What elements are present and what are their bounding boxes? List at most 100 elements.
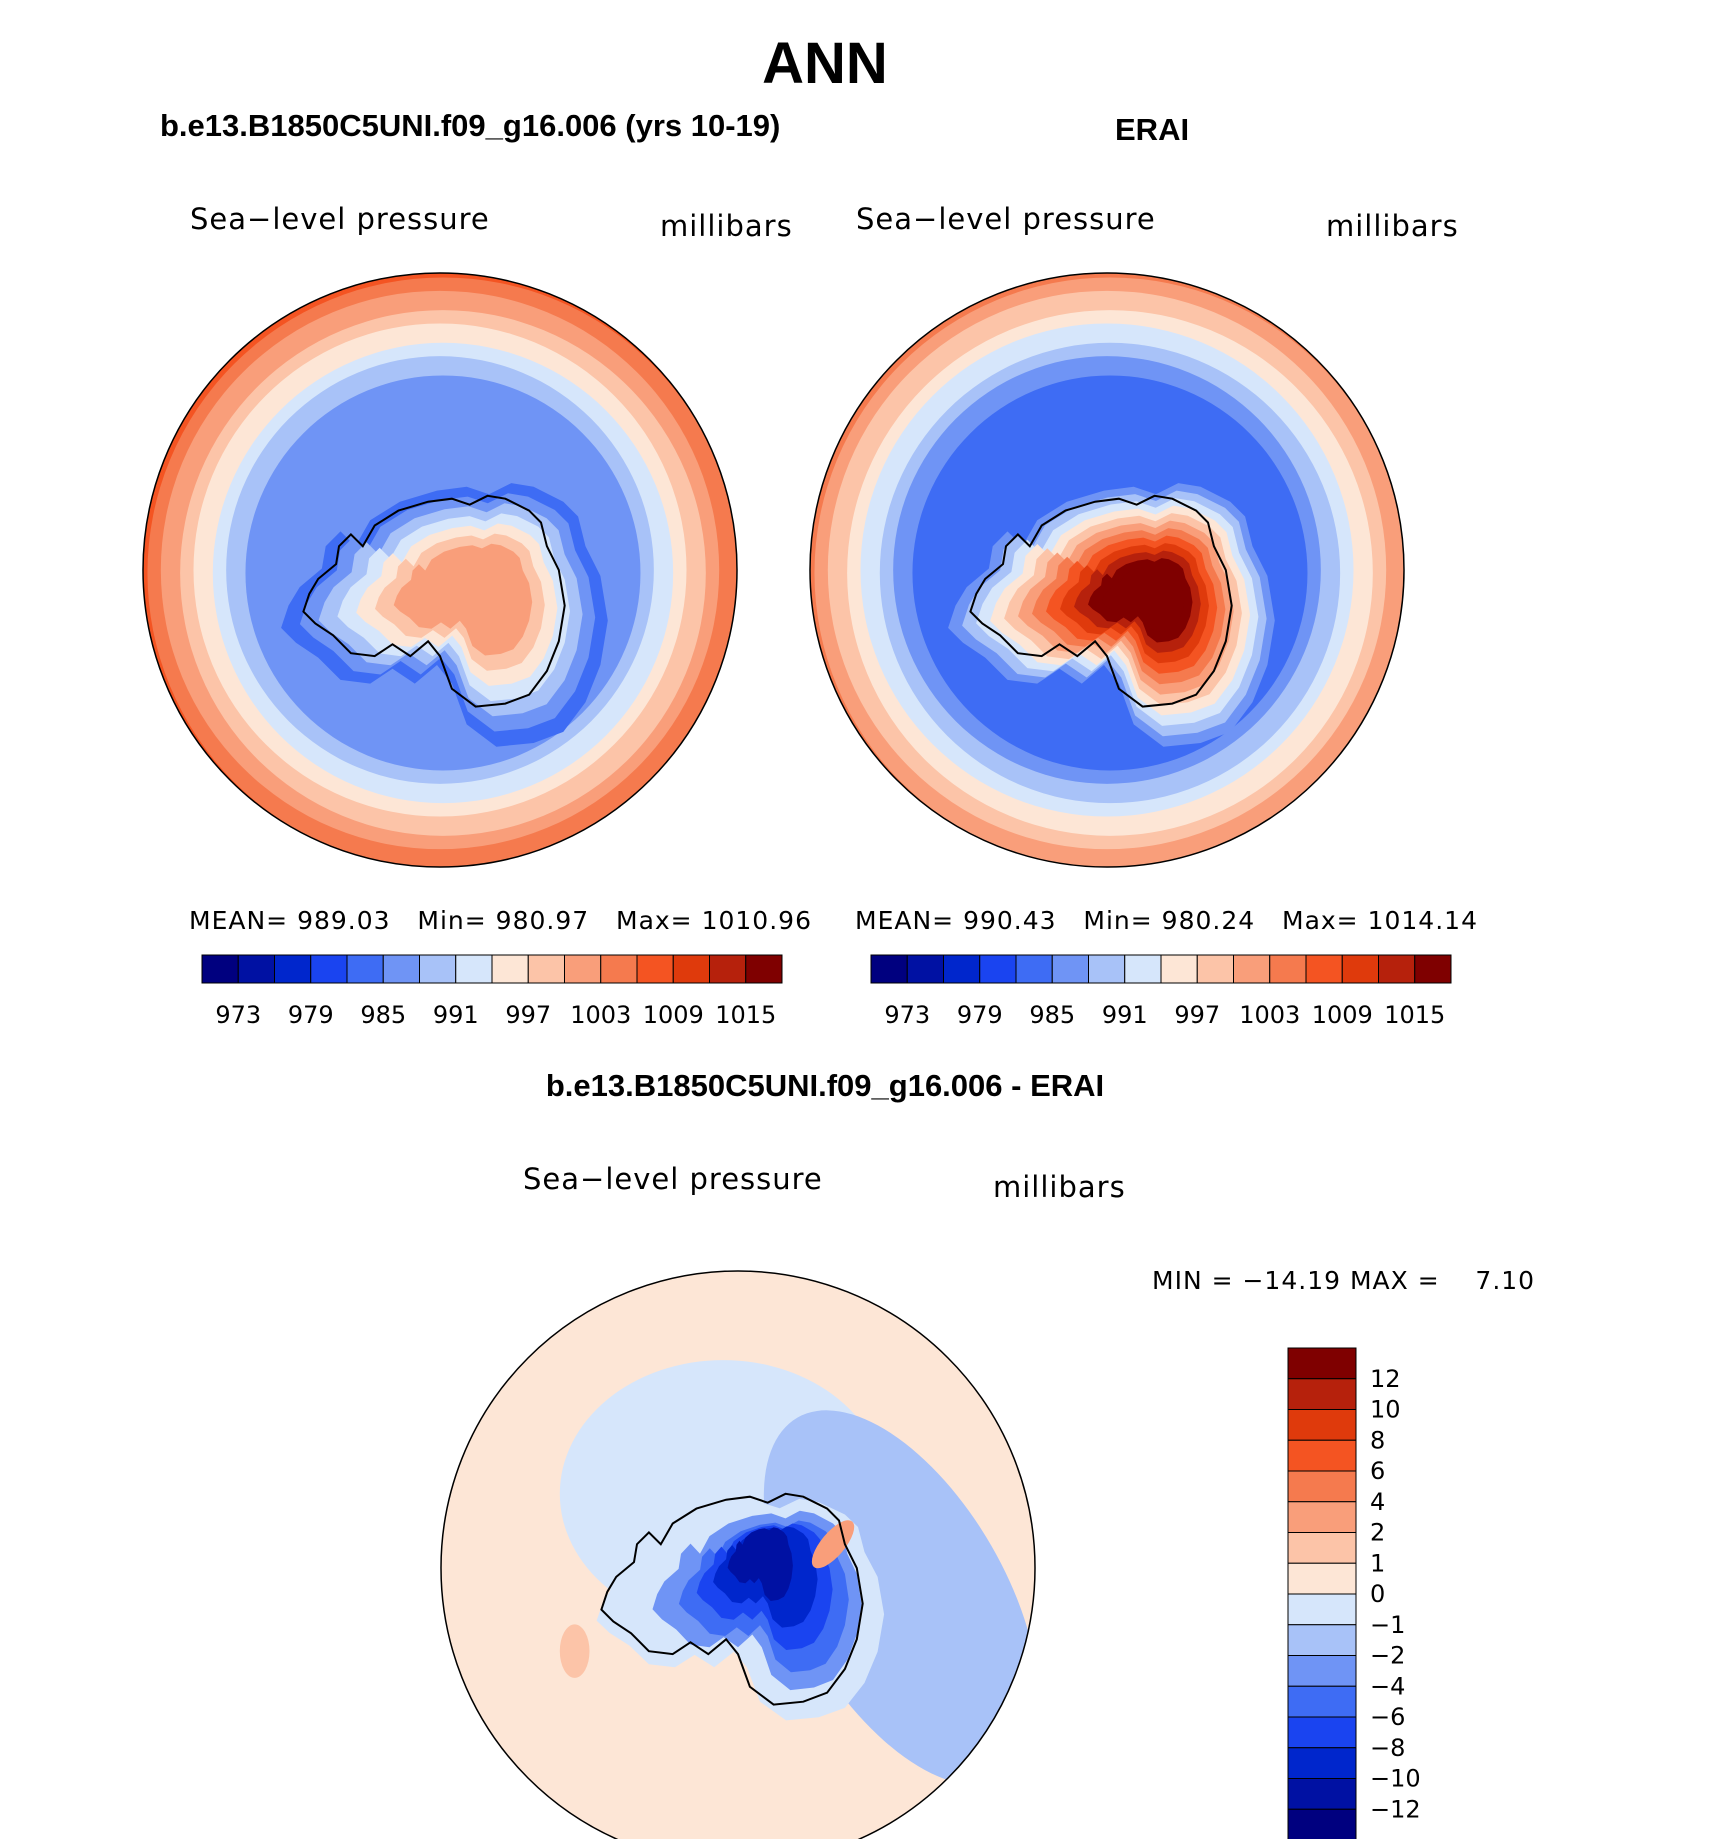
model-colorbar-cell bbox=[201, 954, 239, 984]
diff-colorbar-cell bbox=[1287, 1624, 1357, 1656]
model-max-label: Max= bbox=[616, 906, 693, 935]
diff-colorbar-tick: 4 bbox=[1370, 1488, 1385, 1516]
obs-map bbox=[809, 272, 1405, 868]
obs-colorbar-cell bbox=[1124, 954, 1162, 984]
model-coastline bbox=[302, 494, 566, 708]
obs-units-label: millibars bbox=[1326, 209, 1459, 243]
model-colorbar-cell bbox=[636, 954, 674, 984]
diff-colorbar-cell bbox=[1287, 1778, 1357, 1810]
diff-colorbar-tick: 8 bbox=[1370, 1426, 1385, 1454]
diff-colorbar-tick: −4 bbox=[1370, 1672, 1405, 1700]
obs-colorbar-cell bbox=[1051, 954, 1089, 984]
diff-colorbar-tick: −6 bbox=[1370, 1703, 1405, 1731]
diff-colorbar-cell bbox=[1287, 1593, 1357, 1626]
obs-colorbar-tick-1009: 1009 bbox=[1312, 1001, 1373, 1029]
diff-colorbar-cell bbox=[1287, 1655, 1357, 1687]
obs-colorbar-cell bbox=[1196, 954, 1234, 984]
model-mean-label: MEAN= bbox=[189, 906, 289, 935]
diff-colorbar-cell bbox=[1287, 1501, 1357, 1533]
diff-colorbar-cell bbox=[1287, 1532, 1357, 1564]
diff-units-label: millibars bbox=[993, 1170, 1126, 1204]
diff-colorbar-tick: −10 bbox=[1370, 1765, 1421, 1793]
diff-colorbar-cell bbox=[1287, 1347, 1357, 1380]
model-colorbar-cell bbox=[491, 954, 529, 984]
model-colorbar-cell bbox=[600, 954, 638, 984]
model-map-border bbox=[142, 272, 738, 868]
diff-colorbar-cell bbox=[1287, 1562, 1357, 1595]
diff-colorbar-cell bbox=[1287, 1409, 1357, 1441]
obs-colorbar-cell bbox=[1378, 954, 1416, 984]
diff-colorbar-cell bbox=[1287, 1808, 1357, 1839]
obs-stats: MEAN= 990.43 Min= 980.24 Max= 1014.14 bbox=[855, 906, 1478, 935]
diff-variable-label: Sea−level pressure bbox=[523, 1162, 823, 1196]
model-map bbox=[142, 272, 738, 868]
diff-panel-title: b.e13.B1850C5UNI.f09_g16.006 - ERAI bbox=[545, 1068, 1105, 1103]
model-variable-label: Sea−level pressure bbox=[190, 202, 490, 236]
obs-colorbar: 973 979 985 991 997 1003 1009 1015 bbox=[870, 954, 1452, 1029]
diff-contour-d9 bbox=[559, 1624, 590, 1678]
obs-max-value: 1014.14 bbox=[1367, 906, 1478, 935]
obs-colorbar-cell bbox=[870, 954, 908, 984]
model-colorbar-cell bbox=[419, 954, 457, 984]
obs-colorbar-cell bbox=[1233, 954, 1271, 984]
diff-colorbar-tick: −12 bbox=[1370, 1795, 1421, 1823]
diff-colorbar-tick: −2 bbox=[1370, 1642, 1405, 1670]
model-colorbar-cell bbox=[346, 954, 384, 984]
model-colorbar-cell bbox=[672, 954, 710, 984]
obs-colorbar-cell bbox=[1414, 954, 1452, 984]
obs-colorbar-tick-991: 991 bbox=[1102, 1001, 1148, 1029]
obs-colorbar-cell bbox=[906, 954, 944, 984]
diff-colorbar-tick: −1 bbox=[1370, 1611, 1405, 1639]
obs-colorbar-cell bbox=[1160, 954, 1198, 984]
obs-variable-label: Sea−level pressure bbox=[856, 202, 1156, 236]
obs-mean-value: 990.43 bbox=[963, 906, 1057, 935]
diff-colorbar-tick: 10 bbox=[1370, 1396, 1401, 1424]
model-panel-title: b.e13.B1850C5UNI.f09_g16.006 (yrs 10-19) bbox=[160, 108, 781, 143]
model-colorbar-cell bbox=[274, 954, 312, 984]
obs-colorbar-tick-1015: 1015 bbox=[1384, 1001, 1445, 1029]
diff-colorbar-tick: 6 bbox=[1370, 1457, 1385, 1485]
diff-minmax: MIN = −14.19 MAX = 7.10 bbox=[1152, 1266, 1536, 1295]
obs-colorbar-tick-973: 973 bbox=[884, 1001, 930, 1029]
diff-contour-d2 bbox=[763, 1410, 1035, 1786]
obs-colorbar-cell bbox=[1305, 954, 1343, 984]
diff-map-border bbox=[440, 1270, 1036, 1839]
model-colorbar-tick-973: 973 bbox=[215, 1001, 261, 1029]
obs-panel-title: ERAI bbox=[1115, 112, 1190, 147]
obs-colorbar-cell bbox=[1269, 954, 1307, 984]
model-colorbar-cell bbox=[745, 954, 783, 984]
obs-colorbar-tick-985: 985 bbox=[1029, 1001, 1075, 1029]
diff-colorbar-cell bbox=[1287, 1470, 1357, 1503]
diff-colorbar-cell bbox=[1287, 1716, 1357, 1749]
diff-contour-d8 bbox=[727, 1527, 793, 1601]
obs-colorbar-tick-1003: 1003 bbox=[1239, 1001, 1300, 1029]
model-units-label: millibars bbox=[660, 209, 793, 243]
model-colorbar-cell bbox=[527, 954, 565, 984]
model-colorbar-tick-979: 979 bbox=[288, 1001, 334, 1029]
model-colorbar-cell bbox=[564, 954, 602, 984]
obs-contour-b19 bbox=[1102, 565, 1185, 632]
diff-contour-d10 bbox=[811, 1520, 855, 1569]
model-colorbar-cell bbox=[709, 954, 747, 984]
model-colorbar-tick-1009: 1009 bbox=[643, 1001, 704, 1029]
diff-colorbar-tick: −8 bbox=[1370, 1734, 1405, 1762]
model-stats: MEAN= 989.03 Min= 980.97 Max= 1010.96 bbox=[189, 906, 812, 935]
model-colorbar-tick-985: 985 bbox=[360, 1001, 406, 1029]
model-colorbar-cell bbox=[237, 954, 275, 984]
main-title: ANN bbox=[762, 31, 888, 96]
model-colorbar-cell bbox=[382, 954, 420, 984]
obs-min-value: 980.24 bbox=[1161, 906, 1256, 935]
obs-colorbar-cell bbox=[1088, 954, 1126, 984]
obs-colorbar-tick-997: 997 bbox=[1174, 1001, 1220, 1029]
obs-map-border bbox=[809, 272, 1405, 868]
model-colorbar: 973 979 985 991 997 1003 1009 1015 bbox=[201, 954, 783, 1029]
model-min-label: Min= bbox=[417, 906, 487, 935]
model-colorbar-tick-997: 997 bbox=[505, 1001, 551, 1029]
obs-coastline bbox=[969, 494, 1233, 708]
obs-colorbar-tick-979: 979 bbox=[957, 1001, 1003, 1029]
diff-map bbox=[440, 1270, 1036, 1839]
obs-colorbar-cell bbox=[1015, 954, 1053, 984]
diff-colorbar-tick: 12 bbox=[1370, 1365, 1401, 1393]
